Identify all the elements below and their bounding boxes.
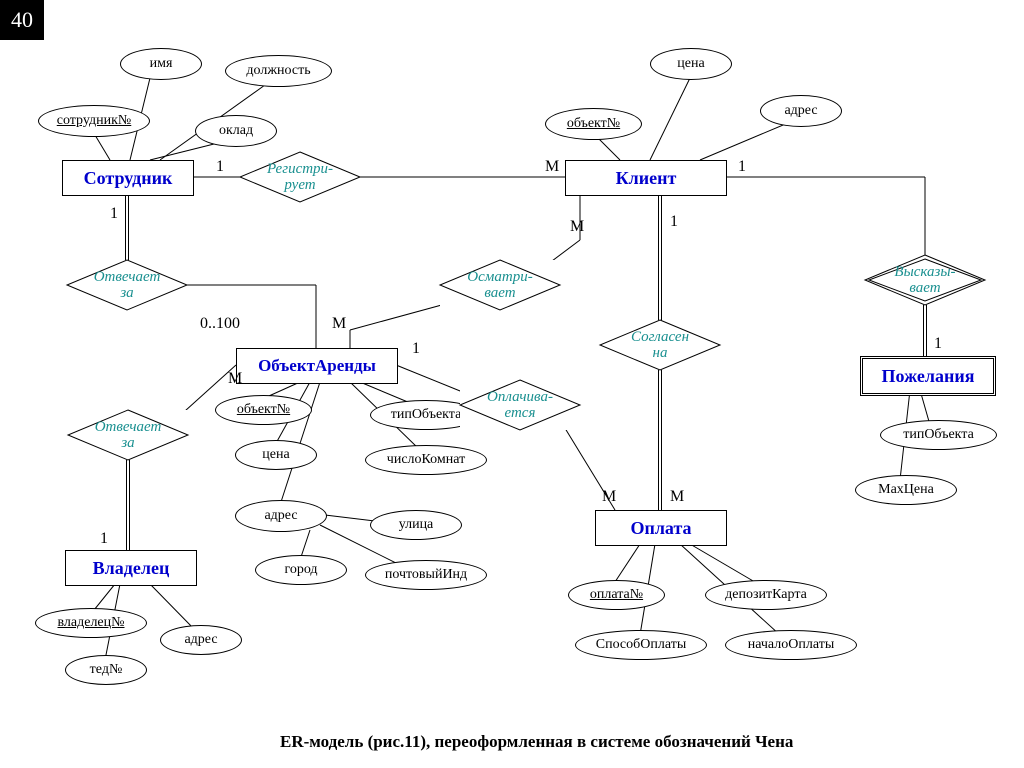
attribute: должность — [225, 55, 332, 87]
relationship-ans2: Отвечает за — [68, 410, 188, 460]
attribute: тед№ — [65, 655, 147, 685]
entity-pay: Оплата — [595, 510, 727, 546]
cardinality-label: M — [602, 488, 616, 506]
attribute: почтовыйИнд — [365, 560, 487, 590]
attribute: цена — [650, 48, 732, 80]
relationship-reg: Регистри- рует — [240, 152, 360, 202]
relationship-say: Высказы- вает — [865, 255, 985, 305]
cardinality-label: 0..100 — [200, 315, 240, 333]
attribute: оклад — [195, 115, 277, 147]
cardinality-label: 1 — [934, 335, 942, 353]
attribute: типОбъекта — [880, 420, 997, 450]
cardinality-label: 1 — [670, 213, 678, 231]
attribute: сотрудник№ — [38, 105, 150, 137]
attribute: имя — [120, 48, 202, 80]
attribute: город — [255, 555, 347, 585]
cardinality-label: M — [332, 315, 346, 333]
attribute: адрес — [760, 95, 842, 127]
cardinality-label: M — [670, 488, 684, 506]
attribute: СпособОплаты — [575, 630, 707, 660]
cardinality-label: M — [228, 370, 242, 388]
cardinality-label: 1 — [738, 158, 746, 176]
cardinality-label: 1 — [110, 205, 118, 223]
attribute: числоКомнат — [365, 445, 487, 475]
entity-obj: ОбъектАренды — [236, 348, 398, 384]
cardinality-label: M — [545, 158, 559, 176]
relationship-insp: Осматри- вает — [440, 260, 560, 310]
attribute: владелец№ — [35, 608, 147, 638]
caption: ER-модель (рис.11), переоформленная в си… — [280, 732, 793, 752]
attribute: депозитКарта — [705, 580, 827, 610]
cardinality-label: 1 — [412, 340, 420, 358]
attribute: объект№ — [215, 395, 312, 425]
entity-emp: Сотрудник — [62, 160, 194, 196]
attribute: MaxЦена — [855, 475, 957, 505]
entity-own: Владелец — [65, 550, 197, 586]
attribute: оплата№ — [568, 580, 665, 610]
entity-cli: Клиент — [565, 160, 727, 196]
attribute: улица — [370, 510, 462, 540]
cardinality-label: M — [570, 218, 584, 236]
attribute: началоОплаты — [725, 630, 857, 660]
relationship-paid: Оплачива- ется — [460, 380, 580, 430]
entity-wish: Пожелания — [860, 356, 996, 396]
relationship-agr: Согласен на — [600, 320, 720, 370]
attribute: объект№ — [545, 108, 642, 140]
relationship-ans1: Отвечает за — [67, 260, 187, 310]
attribute: цена — [235, 440, 317, 470]
attribute: адрес — [160, 625, 242, 655]
attribute: адрес — [235, 500, 327, 532]
cardinality-label: 1 — [100, 530, 108, 548]
cardinality-label: 1 — [216, 158, 224, 176]
